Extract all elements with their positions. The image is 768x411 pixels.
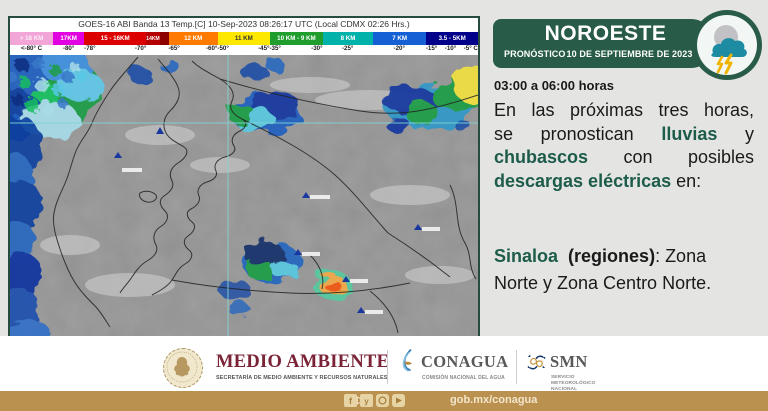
svg-text:y: y [364,397,369,406]
